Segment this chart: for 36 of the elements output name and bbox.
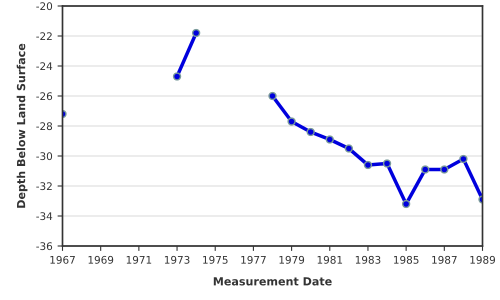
x-tick-label: 1987 (432, 256, 457, 264)
x-tick-label: 1967 (50, 256, 75, 264)
point (268, 92, 277, 100)
x-tick-label: 1973 (164, 256, 190, 264)
point (344, 144, 354, 153)
y-axis-title: Depth Below Land Surface (16, 44, 28, 208)
x-tick-label: 1981 (318, 256, 342, 264)
y-tick-label: -34 (36, 212, 52, 220)
point (306, 128, 315, 136)
y-tick-label: -20 (36, 2, 52, 10)
point (172, 72, 182, 81)
x-tick-label: 1971 (126, 256, 152, 264)
x-tick-label: 1989 (470, 256, 496, 264)
point (382, 159, 392, 168)
point (402, 200, 410, 208)
x-tick-label: 1977 (241, 256, 266, 264)
x-tick-label: 1975 (203, 256, 228, 264)
x-tick-label: 1983 (356, 256, 380, 264)
y-tick-label: -32 (36, 182, 52, 190)
x-axis-title: Measurement Date (214, 277, 332, 286)
point (192, 28, 200, 38)
y-tick-label: -22 (36, 32, 52, 40)
y-tick-label: -24 (36, 62, 52, 70)
point (287, 117, 296, 126)
point (326, 135, 334, 144)
point (421, 165, 430, 174)
x-tick-label: 1985 (394, 256, 418, 264)
x-tick-label: 1979 (279, 256, 304, 264)
point (364, 160, 372, 170)
point (459, 154, 468, 164)
y-tick-label: -26 (36, 92, 52, 100)
x-tick-label: 1969 (88, 256, 114, 264)
y-tick-label: -36 (36, 242, 52, 250)
point (440, 165, 448, 174)
y-tick-label: -30 (36, 152, 52, 160)
y-tick-label: -28 (36, 122, 52, 130)
